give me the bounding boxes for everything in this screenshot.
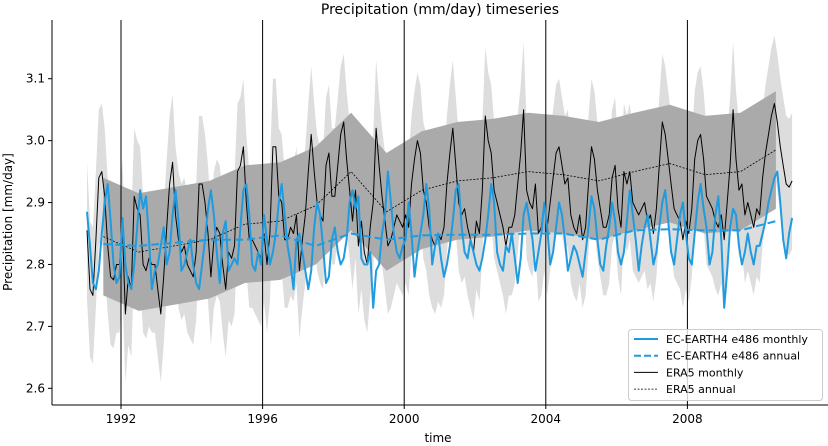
series-line-era5-monthly — [86, 103, 793, 315]
x-tick-label: 1992 — [106, 412, 137, 426]
y-tick-label: 3.0 — [26, 134, 45, 148]
y-tick-label: 2.8 — [26, 257, 45, 271]
legend-entry-label: EC-EARTH4 e486 annual — [666, 350, 800, 363]
legend-entry-label: ERA5 annual — [666, 383, 736, 396]
legend-entry-label: EC-EARTH4 e486 monthly — [666, 333, 808, 346]
series-line-ec-earth4-e486-annual — [103, 220, 777, 247]
legend: EC-EARTH4 e486 monthly EC-EARTH4 e486 ann… — [628, 329, 823, 401]
series-lines — [86, 103, 794, 315]
y-tick-label: 2.9 — [26, 196, 45, 210]
series-line-ec-earth4-e486-monthly — [86, 170, 794, 309]
x-axis-label: time — [424, 431, 451, 445]
y-axis-label: Precipitation [mm/day] — [1, 153, 15, 291]
x-tick-label: 2000 — [389, 412, 420, 426]
y-tick-label: 2.7 — [26, 319, 45, 333]
x-tick-label: 2008 — [672, 412, 703, 426]
x-tick-label: 2004 — [531, 412, 562, 426]
legend-entry-label: ERA5 monthly — [666, 366, 744, 379]
x-tick-label: 1996 — [247, 412, 278, 426]
axes: 2.6 2.7 2.8 2.9 3.0 3.1 1992 1996 2000 2004 2008 — [26, 20, 828, 426]
chart-title: Precipitation (mm/day) timeseries — [321, 2, 559, 18]
legend-box — [628, 329, 823, 401]
y-tick-label: 3.1 — [26, 72, 45, 86]
y-tick-label: 2.6 — [26, 381, 45, 395]
